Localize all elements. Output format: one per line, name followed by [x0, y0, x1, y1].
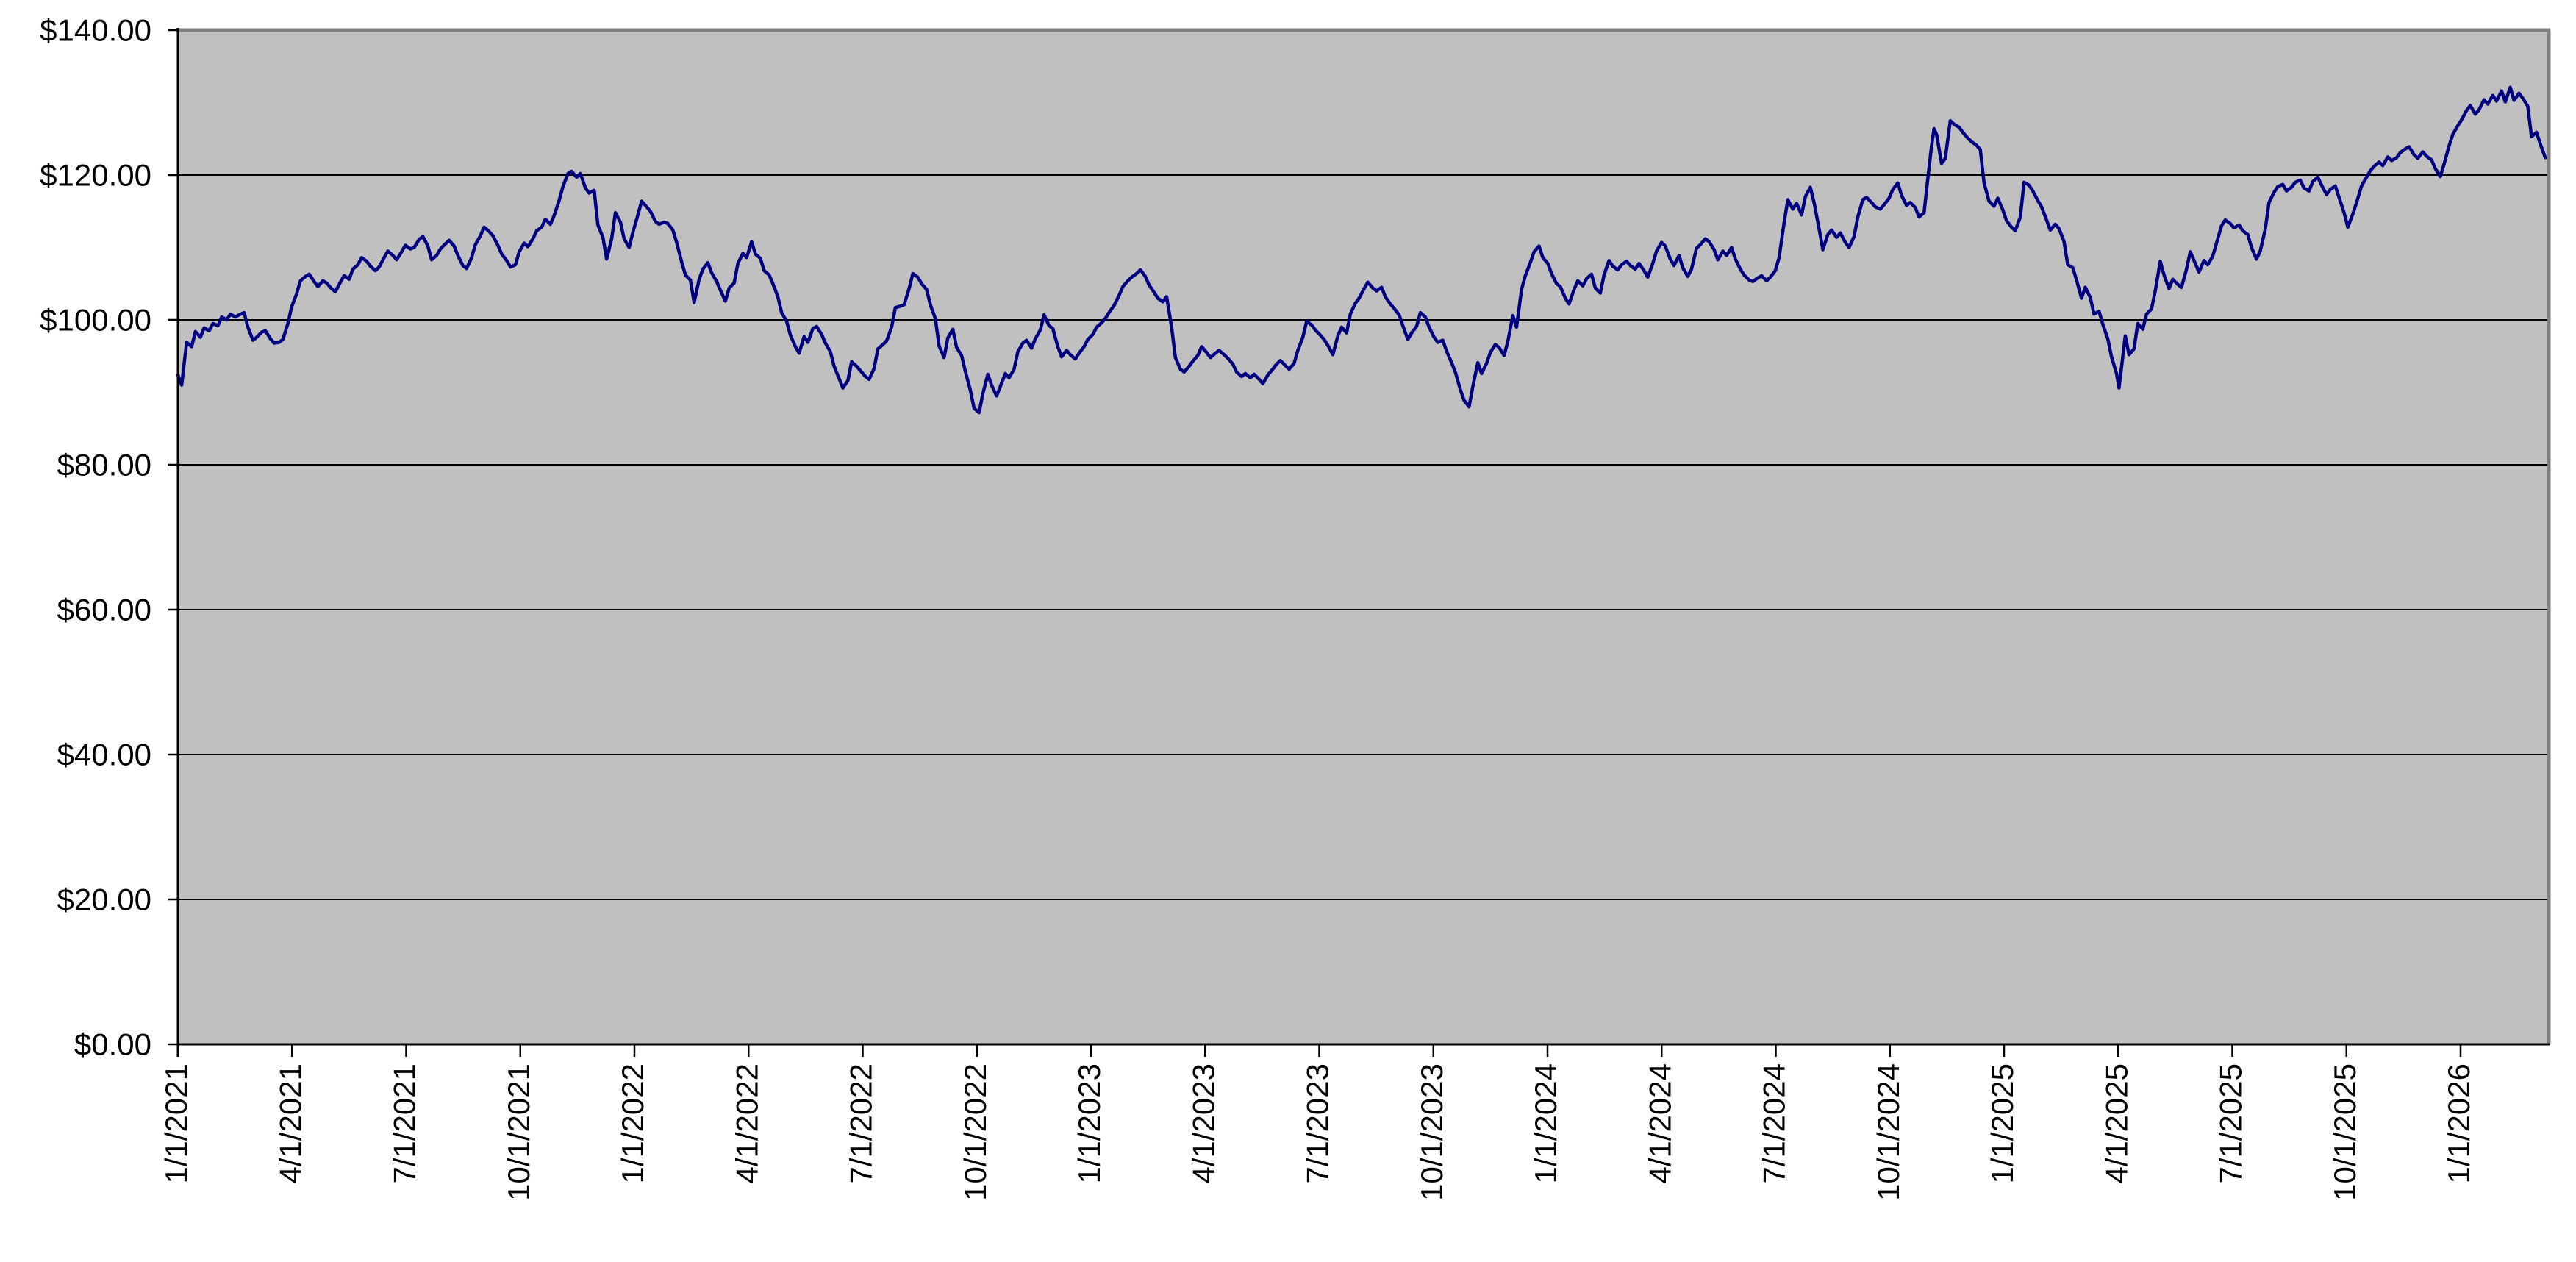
x-axis-label: 7/1/2025	[2214, 1063, 2248, 1184]
x-axis-label: 1/1/2024	[1528, 1063, 1563, 1184]
x-axis-label: 7/1/2024	[1757, 1063, 1792, 1184]
x-axis-label: 7/1/2023	[1300, 1063, 1335, 1184]
y-axis-label: $0.00	[74, 1027, 151, 1062]
x-axis-label: 4/1/2021	[273, 1063, 307, 1184]
x-axis-label: 4/1/2024	[1642, 1063, 1677, 1184]
y-axis-label: $40.00	[57, 738, 151, 772]
x-axis-label: 10/1/2023	[1414, 1063, 1449, 1201]
x-axis-label: 10/1/2025	[2328, 1063, 2362, 1201]
x-axis-label: 1/1/2023	[1072, 1063, 1106, 1184]
x-axis-label: 7/1/2021	[387, 1063, 422, 1184]
x-axis-label: 1/1/2021	[159, 1063, 193, 1184]
x-axis-label: 4/1/2025	[2099, 1063, 2133, 1184]
price-line-series	[176, 85, 2547, 415]
y-axis-label: $120.00	[40, 158, 151, 193]
x-axis-label: 4/1/2023	[1186, 1063, 1220, 1184]
x-axis-label: 10/1/2021	[501, 1063, 536, 1201]
x-axis-label: 7/1/2022	[844, 1063, 879, 1184]
x-axis-label: 1/1/2022	[615, 1063, 650, 1184]
x-axis-label: 10/1/2024	[1871, 1063, 1906, 1201]
x-axis-label: 10/1/2022	[958, 1063, 992, 1201]
y-axis-label: $20.00	[57, 883, 151, 917]
y-axis-label: $100.00	[40, 303, 151, 338]
x-axis-label: 1/1/2025	[1985, 1063, 2019, 1184]
x-axis-label: 4/1/2022	[729, 1063, 764, 1184]
y-axis-label: $60.00	[57, 593, 151, 627]
y-axis-label: $80.00	[57, 448, 151, 482]
plot-area	[178, 30, 2549, 1044]
x-axis-label: 1/1/2026	[2441, 1063, 2476, 1184]
y-axis-label: $140.00	[40, 13, 151, 48]
